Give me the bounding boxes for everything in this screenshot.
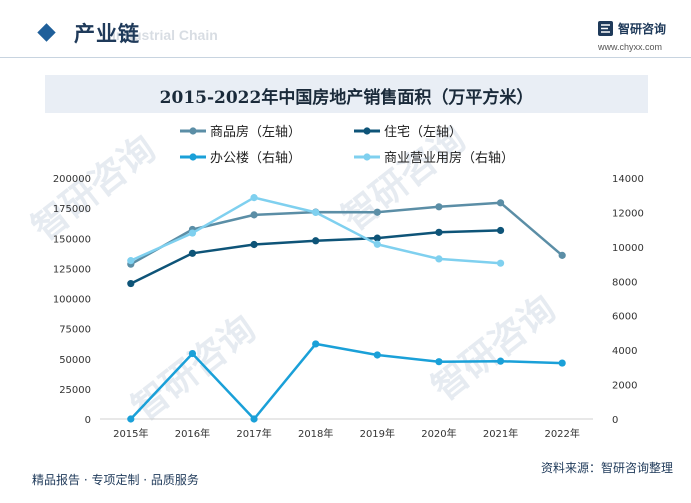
y-right-tick-label: 14000 — [612, 174, 644, 185]
x-tick-label: 2018年 — [298, 427, 333, 440]
data-point-series-4 — [496, 259, 505, 267]
data-point-series-2 — [250, 240, 258, 249]
data-point-series-3 — [496, 357, 505, 365]
data-point-series-1 — [496, 199, 505, 207]
x-tick-label: 2021年 — [483, 427, 518, 440]
data-point-series-1 — [558, 251, 566, 259]
logo-url: www.chyxx.com — [598, 42, 663, 52]
y-left-tick-label: 100000 — [53, 295, 91, 306]
data-point-series-1 — [373, 208, 381, 216]
data-point-series-3 — [373, 351, 381, 359]
data-point-series-2 — [496, 226, 505, 235]
y-right-tick-label: 12000 — [612, 208, 644, 219]
y-right-tick-label: 8000 — [612, 277, 637, 288]
data-point-series-2 — [312, 237, 320, 245]
y-left-tick-label: 175000 — [53, 204, 91, 215]
data-point-series-4 — [127, 257, 135, 265]
series-line-3 — [129, 342, 563, 421]
data-point-series-4 — [312, 208, 320, 217]
data-point-series-3 — [250, 415, 258, 423]
x-tick-label: 2019年 — [360, 427, 395, 440]
legend-marker-4 — [363, 153, 371, 161]
x-tick-label: 2022年 — [544, 427, 579, 440]
y-left-tick-label: 0 — [85, 415, 91, 426]
x-tick-label: 2016年 — [175, 427, 210, 440]
y-left-tick-label: 200000 — [53, 174, 91, 185]
data-point-series-4 — [435, 255, 443, 263]
section-subtitle: Industrial Chain — [112, 27, 218, 43]
x-tick-label: 2020年 — [421, 427, 456, 440]
y-left-tick-label: 75000 — [59, 325, 91, 336]
x-tick-label: 2017年 — [236, 427, 271, 440]
data-point-series-2 — [373, 234, 381, 242]
legend-marker-2 — [363, 127, 371, 135]
chart-title: 2015-2022年中国房地产销售面积（万平方米） — [159, 88, 534, 108]
legend-label-4: 商业营业用房（右轴） — [384, 150, 514, 166]
data-point-series-3 — [558, 359, 566, 367]
data-point-series-1 — [435, 203, 443, 211]
y-right-tick-label: 6000 — [612, 312, 637, 323]
legend-label-3: 办公楼（右轴） — [210, 151, 301, 166]
data-point-series-2 — [127, 279, 135, 288]
legend-marker-1 — [189, 127, 197, 135]
y-left-tick-label: 125000 — [53, 264, 91, 275]
data-point-series-3 — [312, 340, 320, 348]
data-point-series-4 — [373, 240, 381, 248]
legend-label-1: 商品房（左轴） — [210, 124, 301, 140]
y-left-tick-label: 50000 — [59, 355, 91, 366]
data-point-series-2 — [188, 249, 197, 257]
y-right-tick-label: 10000 — [612, 243, 644, 254]
logo-icon — [598, 21, 613, 36]
legend-marker-3 — [189, 153, 197, 161]
y-right-tick-label: 2000 — [612, 381, 637, 392]
x-tick-label: 2015年 — [113, 427, 148, 440]
header-divider — [0, 57, 691, 58]
y-right-tick-label: 0 — [612, 415, 618, 426]
data-point-series-2 — [435, 228, 443, 236]
footer-tagline: 精品报告 · 专项定制 · 品质服务 — [32, 473, 199, 487]
legend-label-2: 住宅（左轴） — [384, 125, 462, 140]
y-right-tick-label: 4000 — [612, 346, 637, 357]
header: Industrial Chain 产业链 智研咨询 www.chyxx.com — [0, 0, 691, 68]
data-point-series-1 — [250, 211, 258, 219]
data-point-series-3 — [435, 358, 443, 366]
data-point-series-4 — [188, 229, 197, 237]
footer-source: 资料来源：智研咨询整理 — [540, 461, 673, 475]
logo-name: 智研咨询 — [618, 22, 667, 36]
data-point-series-4 — [250, 194, 258, 202]
chart-title-band — [45, 75, 648, 113]
y-left-tick-label: 150000 — [53, 234, 91, 245]
section-title: 产业链 — [74, 22, 140, 46]
y-left-tick-label: 25000 — [59, 385, 91, 396]
data-point-series-3 — [188, 349, 197, 358]
data-point-series-3 — [127, 415, 135, 423]
